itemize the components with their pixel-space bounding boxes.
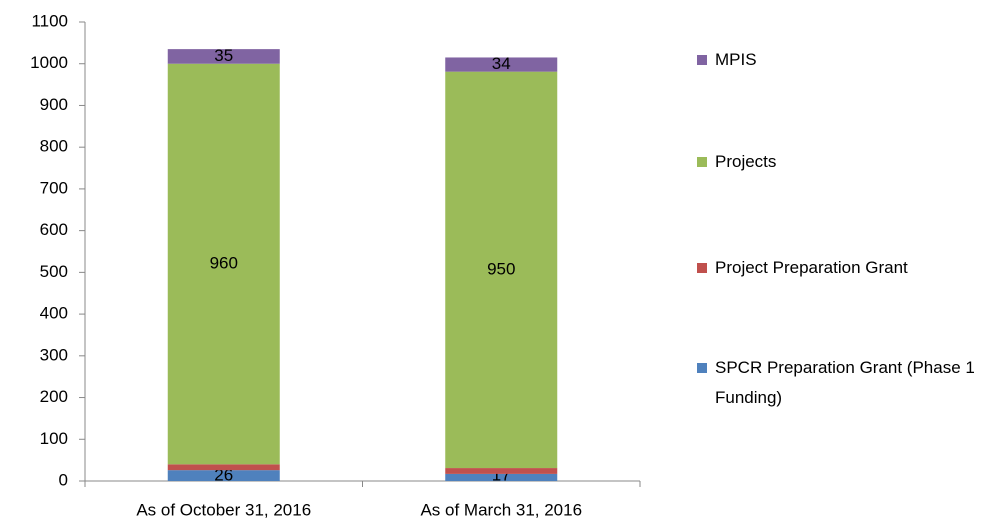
legend-label: Project Preparation Grant — [715, 258, 908, 277]
legend-label: Projects — [715, 152, 777, 171]
y-tick-label: 800 — [40, 137, 68, 156]
bar-segment — [445, 71, 558, 469]
x-tick-label: As of March 31, 2016 — [420, 500, 582, 519]
legend-swatch — [697, 363, 707, 373]
data-label: 960 — [210, 254, 238, 273]
y-tick-label: 900 — [40, 95, 68, 114]
y-tick-label: 1100 — [31, 11, 68, 30]
legend-item: Project Preparation Grant — [697, 253, 984, 283]
legend-item: MPIS — [697, 45, 984, 75]
legend-item: Projects — [697, 147, 984, 177]
data-label: 26 — [214, 465, 233, 484]
data-label: 950 — [487, 259, 515, 278]
y-tick-label: 700 — [40, 178, 68, 197]
legend-item: SPCR Preparation Grant (Phase 1 Funding) — [697, 353, 984, 413]
y-tick-label: 300 — [40, 345, 68, 364]
y-tick-label: 500 — [40, 262, 68, 281]
bar-segment — [445, 57, 558, 72]
y-tick-label: 400 — [40, 304, 68, 323]
y-tick-label: 1000 — [30, 53, 68, 72]
x-tick-label: As of October 31, 2016 — [136, 500, 311, 519]
data-label: 34 — [492, 54, 511, 73]
bar-segment — [445, 468, 558, 474]
bar-segment — [445, 473, 558, 481]
legend-swatch — [697, 55, 707, 65]
bar-segment — [167, 470, 280, 481]
data-label: 35 — [214, 46, 233, 65]
legend-swatch — [697, 157, 707, 167]
legend-label: MPIS — [715, 50, 757, 69]
bar-segment — [167, 49, 280, 64]
bar-segment — [167, 63, 280, 465]
legend-label: SPCR Preparation Grant (Phase 1 Funding) — [715, 358, 975, 407]
bar-segment — [167, 464, 280, 471]
y-tick-label: 600 — [40, 220, 68, 239]
y-tick-label: 0 — [59, 470, 68, 489]
legend-swatch — [697, 263, 707, 273]
y-tick-label: 200 — [40, 387, 68, 406]
y-tick-label: 100 — [40, 429, 68, 448]
